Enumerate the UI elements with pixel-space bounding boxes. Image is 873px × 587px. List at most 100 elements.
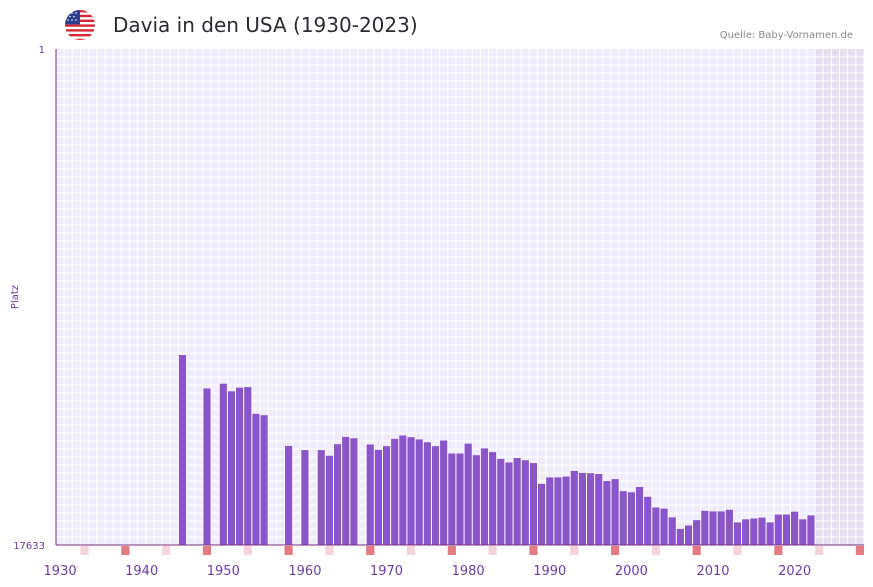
bar-1998: [611, 479, 619, 545]
bar-1989: [538, 483, 546, 545]
bar-2019: [782, 514, 791, 545]
bar-1970: [382, 446, 391, 545]
y-axis-title: Platz: [10, 285, 21, 309]
bar-2010: [709, 511, 717, 545]
bar-1971: [391, 438, 399, 545]
bar-1954: [252, 413, 260, 545]
bar-2006: [676, 528, 684, 545]
decade-marker: [366, 546, 375, 555]
bar-2022: [807, 515, 815, 545]
half-decade-marker: [406, 546, 416, 555]
horizontal-gridlines: [56, 56, 864, 538]
x-tick-labels: 1930 1940 1950 1960 1970 1980 1990 2000 2010 2020: [44, 564, 812, 579]
bar-1952: [236, 387, 244, 545]
bar-1964: [333, 444, 342, 545]
decade-marker: [610, 546, 620, 555]
x-tick-1950: 1950: [207, 564, 240, 579]
bar-1995: [587, 473, 595, 545]
bar-2005: [668, 517, 676, 545]
x-tick-1930: 1930: [44, 564, 77, 579]
bar-1953: [244, 387, 252, 545]
bar-1950: [219, 383, 227, 545]
bar-2002: [644, 496, 652, 545]
bar-1960: [301, 450, 309, 545]
bar-1985: [505, 462, 513, 545]
half-decade-marker: [325, 546, 334, 555]
bar-1945: [178, 355, 187, 545]
decade-marker: [774, 546, 783, 555]
bar-1999: [619, 491, 627, 545]
bar-1978: [448, 453, 456, 545]
x-tick-2010: 2010: [696, 564, 729, 579]
x-tick-2020: 2020: [778, 564, 811, 579]
source-credit: Quelle: Baby-Vornamen.de: [719, 30, 853, 41]
half-decade-marker: [488, 546, 497, 555]
x-tick-1940: 1940: [125, 564, 158, 579]
y-tick-bottom: 17633: [13, 541, 45, 552]
bar-1963: [325, 455, 333, 545]
x-tick-1990: 1990: [533, 564, 566, 579]
bar-1984: [497, 458, 505, 545]
bar-1987: [521, 460, 529, 545]
bar-2007: [684, 525, 693, 545]
bar-1996: [595, 474, 603, 545]
bar-2018: [774, 514, 782, 545]
half-decade-marker: [80, 546, 89, 555]
y-tick-top: 1: [39, 45, 45, 56]
half-decade-marker: [815, 546, 824, 555]
bar-2004: [660, 508, 668, 545]
bar-1994: [578, 472, 587, 545]
bar-1955: [260, 415, 268, 545]
decade-marker: [447, 546, 456, 555]
half-decade-marker: [570, 546, 579, 555]
bar-2009: [701, 510, 709, 545]
bar-2000: [627, 492, 635, 545]
decade-marker: [529, 546, 538, 555]
bar-1977: [440, 440, 448, 545]
half-decade-marker: [243, 546, 252, 555]
bar-1973: [407, 437, 415, 545]
bar-2017: [766, 522, 774, 545]
decade-marker: [202, 546, 212, 555]
bar-2011: [717, 511, 725, 545]
bar-1990: [546, 477, 554, 545]
us-flag-icon: [65, 10, 95, 40]
bar-2013: [733, 522, 742, 545]
bar-2014: [742, 519, 750, 545]
bar-1982: [480, 448, 489, 545]
bar-2015: [750, 518, 758, 545]
bar-2001: [635, 486, 644, 545]
bar-1974: [415, 439, 423, 545]
bar-1972: [399, 435, 407, 545]
x-tick-1980: 1980: [452, 564, 485, 579]
decade-marker: [121, 546, 130, 555]
bar-2008: [693, 520, 701, 545]
bar-2012: [725, 509, 733, 545]
bar-1951: [227, 391, 236, 545]
bar-1966: [350, 438, 358, 545]
bar-1979: [456, 453, 464, 545]
year-markers: [80, 546, 864, 555]
bar-1993: [570, 470, 578, 545]
bar-2021: [799, 519, 807, 545]
bar-1948: [203, 388, 211, 545]
bar-1975: [423, 442, 431, 545]
bar-1976: [431, 446, 440, 545]
x-tick-2000: 2000: [615, 564, 648, 579]
bar-1965: [342, 436, 350, 545]
bar-1988: [529, 463, 538, 545]
half-decade-marker: [162, 546, 171, 555]
bar-1997: [603, 481, 611, 545]
bar-1981: [472, 455, 480, 545]
bars: [178, 355, 815, 545]
bar-1969: [374, 449, 382, 545]
half-decade-marker: [651, 546, 660, 555]
bar-1980: [464, 443, 472, 545]
bar-1983: [489, 452, 497, 545]
bar-1962: [317, 450, 325, 545]
x-tick-1970: 1970: [370, 564, 403, 579]
bar-1968: [366, 444, 374, 545]
bar-2003: [652, 507, 660, 545]
bar-2020: [791, 511, 799, 545]
